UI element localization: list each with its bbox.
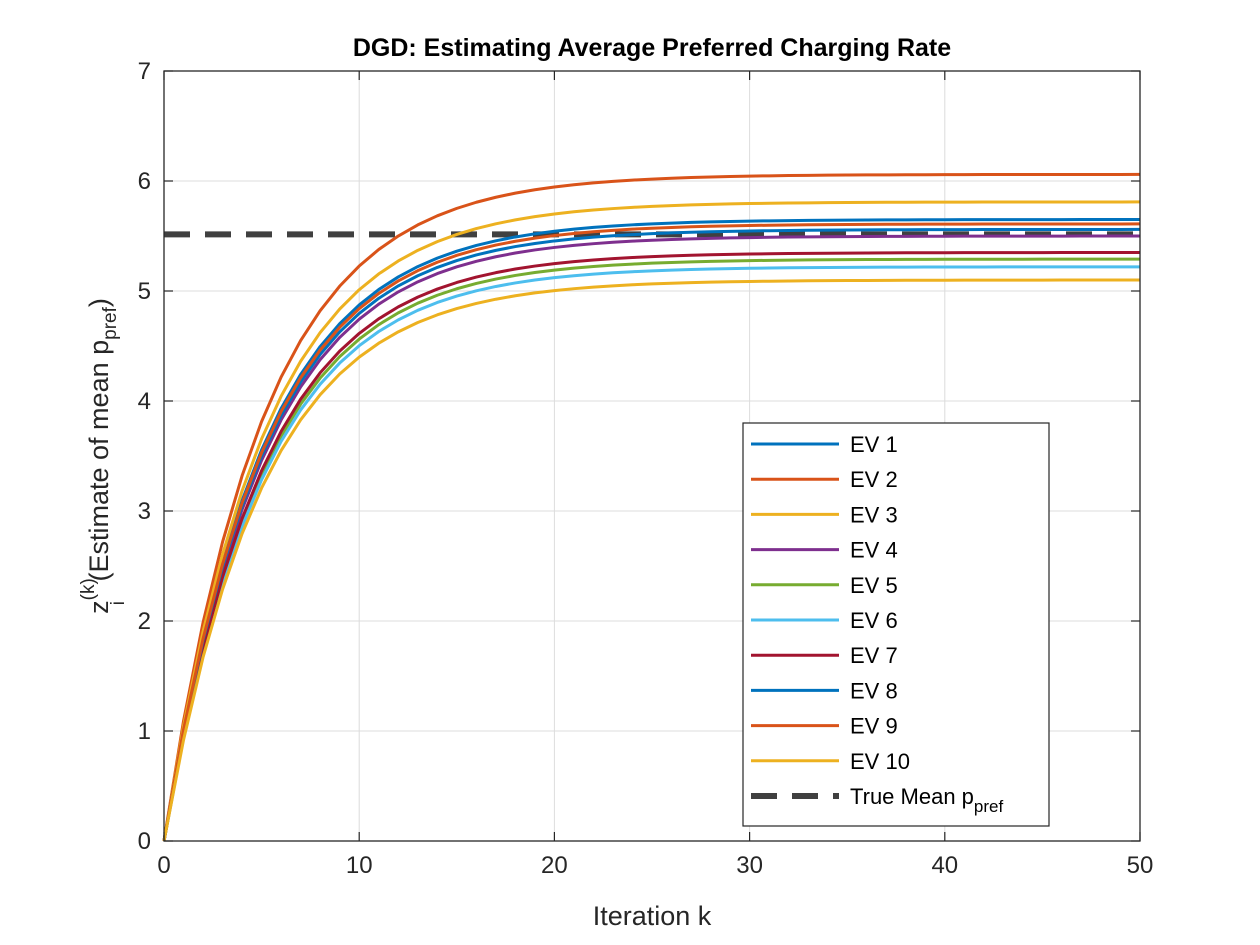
- legend-label-ev-4: EV 4: [850, 538, 898, 563]
- y-label-base: z: [84, 600, 114, 614]
- y-tick-label: 7: [138, 58, 151, 85]
- y-tick-label: 5: [138, 278, 151, 305]
- y-tick-label: 4: [138, 388, 151, 415]
- y-label-superscript: (k): [78, 578, 99, 600]
- y-tick-label: 2: [138, 608, 151, 635]
- series-line-ev-3: [162, 200, 1141, 842]
- legend-label-ev-6: EV 6: [850, 608, 898, 633]
- series-line-ev-5: [162, 257, 1140, 842]
- y-tick-label: 0: [138, 828, 151, 855]
- x-tick-label: 20: [541, 852, 568, 879]
- axes-box: [163, 70, 1141, 842]
- y-label-text-subscript: pref: [100, 306, 121, 339]
- x-tick-label: 40: [931, 852, 958, 879]
- series-lines: [162, 172, 1141, 842]
- x-tick-label: 0: [157, 852, 170, 879]
- legend-label-ev-3: EV 3: [850, 502, 898, 527]
- legend-label-ev-2: EV 2: [850, 467, 898, 492]
- y-tick-label: 6: [138, 168, 151, 195]
- series-line-ev-8: [162, 227, 1141, 842]
- series-line-ev-1: [162, 218, 1141, 842]
- series-line-ev-7: [162, 251, 1141, 842]
- series-line-ev-2: [162, 172, 1141, 842]
- y-label-text-end: ): [84, 298, 114, 307]
- legend-label-ev-1: EV 1: [850, 432, 898, 457]
- series-line-ev-6: [162, 265, 1140, 842]
- legend-label-true-mean: True Mean ppref: [850, 784, 1003, 816]
- y-tick-label: 1: [138, 718, 151, 745]
- legend-items: EV 1 EV 2 EV 3 EV 4 EV 5 EV 6 EV 7 EV 8 EV 9 EV 1…: [751, 432, 1003, 816]
- y-label-subscript: i: [108, 601, 129, 605]
- x-tick-label: 50: [1127, 852, 1154, 879]
- legend-label-ev-8: EV 8: [850, 678, 898, 703]
- y-label-text: (Estimate of mean p: [84, 340, 114, 589]
- chart-title: DGD: Estimating Average Preferred Chargi…: [353, 34, 951, 62]
- x-tick-label: 10: [346, 852, 373, 879]
- series-line-ev-9: [162, 222, 1141, 842]
- legend-label-ev-10: EV 10: [850, 749, 910, 774]
- axis-ticks: 0 10 20 30 40 50 0 1 2 3 4 5 6 7: [138, 58, 1154, 879]
- legend-label-ev-9: EV 9: [850, 714, 898, 739]
- legend-label-ev-5: EV 5: [850, 573, 898, 598]
- y-axis-label: z(k) i (Estimate of mean ppref): [78, 298, 129, 614]
- x-axis-label: Iteration k: [593, 901, 712, 931]
- legend-box: [742, 422, 1050, 827]
- y-tick-label: 3: [138, 498, 151, 525]
- series-line-ev-10: [162, 278, 1140, 842]
- series-line-ev-4: [162, 234, 1141, 842]
- legend: EV 1 EV 2 EV 3 EV 4 EV 5 EV 6 EV 7 EV 8 EV 9 EV 1…: [742, 422, 1050, 827]
- legend-label-ev-7: EV 7: [850, 643, 898, 668]
- x-tick-label: 30: [736, 852, 763, 879]
